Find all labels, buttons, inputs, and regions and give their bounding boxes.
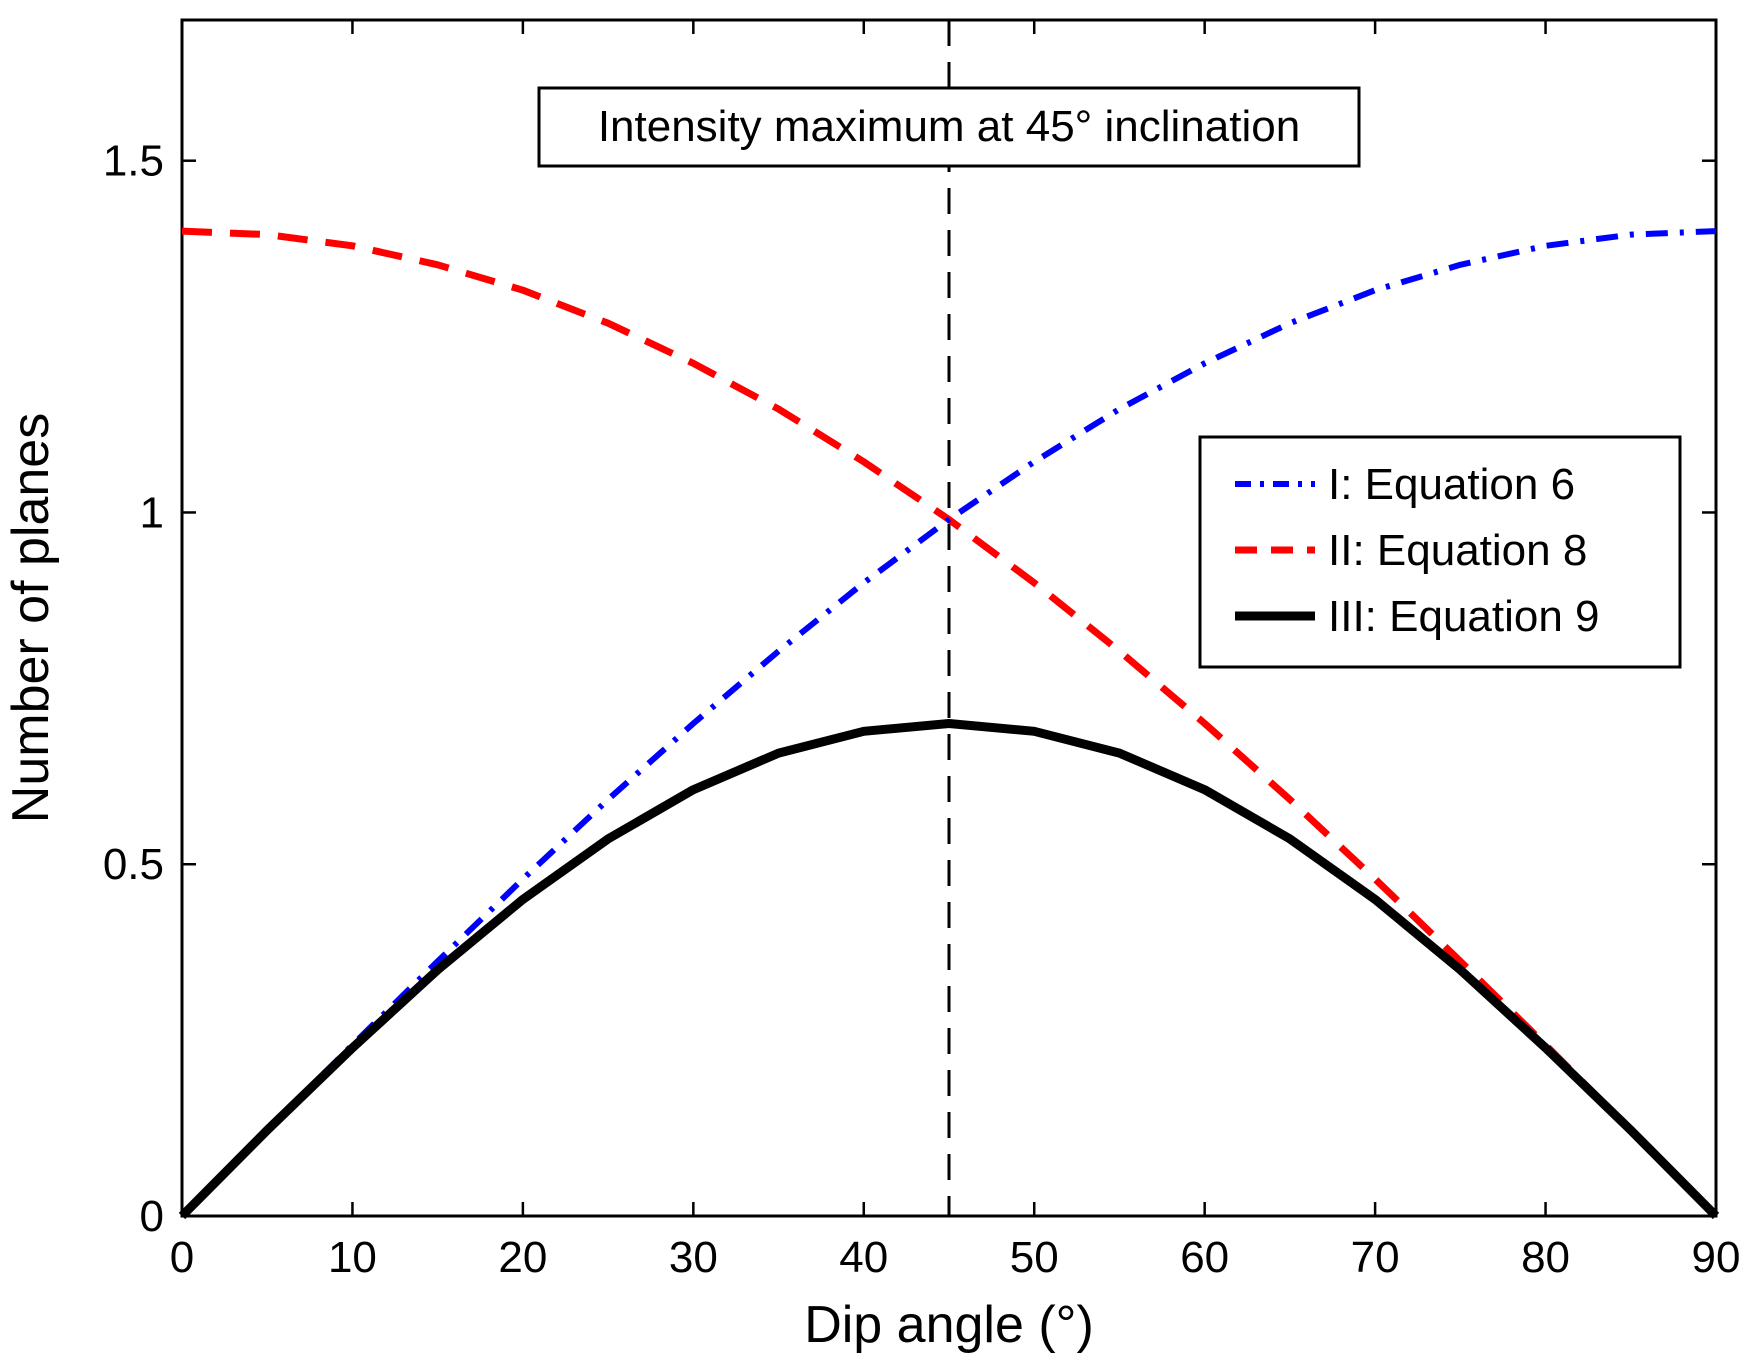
- x-tick-label: 30: [669, 1233, 718, 1282]
- x-tick-label: 90: [1692, 1233, 1741, 1282]
- x-tick-label: 60: [1180, 1233, 1229, 1282]
- x-tick-label: 50: [1010, 1233, 1059, 1282]
- x-tick-label: 40: [839, 1233, 888, 1282]
- y-tick-label: 0.5: [103, 840, 164, 889]
- y-tick-label: 0: [140, 1192, 164, 1241]
- annotation-box: [537, 86, 1361, 168]
- y-tick-label: 1: [140, 488, 164, 537]
- ticks-layer: 0 10 20 30 40 50 60 70 80 90 0 0.5 1 1.5: [103, 20, 1741, 1282]
- x-tick-label: 10: [328, 1233, 377, 1282]
- x-axis-label: Dip angle (°): [804, 1296, 1094, 1354]
- series-line-3: [178, 719, 1720, 1220]
- y-axis-label: Number of planes: [2, 413, 60, 823]
- x-tick-label: 20: [498, 1233, 547, 1282]
- x-tick-label: 70: [1351, 1233, 1400, 1282]
- legend: I: Equation 6 II: Equation 8 III: Equation…: [1198, 435, 1682, 669]
- series-layer: [178, 20, 1720, 1220]
- x-tick-label: 80: [1521, 1233, 1570, 1282]
- x-tick-label: 0: [170, 1233, 194, 1282]
- y-tick-label: 1.5: [103, 137, 164, 186]
- legend-label: III: Equation 9: [1328, 592, 1600, 641]
- legend-label: I: Equation 6: [1328, 460, 1575, 509]
- annotation-text: Intensity maximum at 45° inclination: [598, 102, 1300, 151]
- annotation-layer: Intensity maximum at 45° inclination: [537, 86, 1361, 168]
- legend-label: II: Equation 8: [1328, 526, 1587, 575]
- series-line-1: [179, 228, 1717, 1219]
